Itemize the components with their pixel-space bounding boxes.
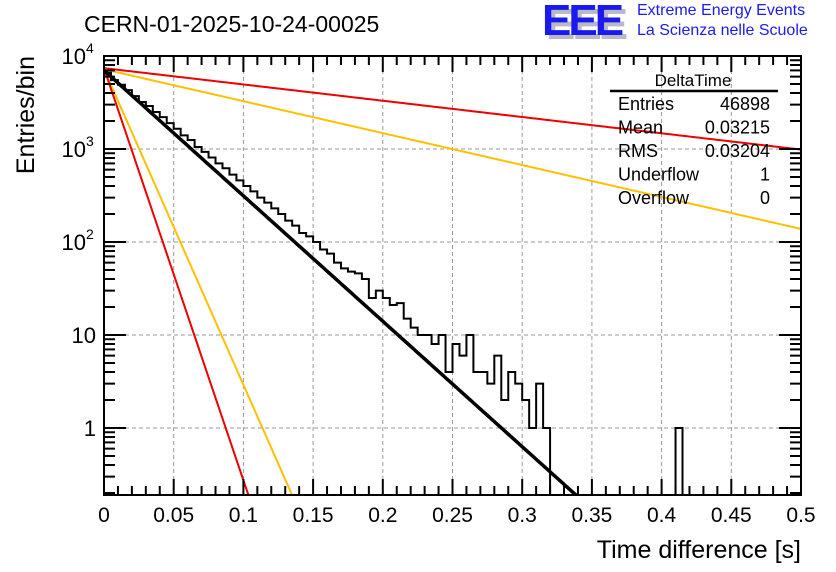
x-tick-label: 0.5 bbox=[786, 504, 815, 527]
series-line-red-slow bbox=[104, 67, 801, 151]
y-tick-label: 10 bbox=[62, 137, 86, 162]
x-tick-labels: 0 0.05 0.1 0.15 0.2 0.25 0.3 0.35 0.4 0.45 0.5 bbox=[98, 504, 815, 527]
series-line-fit bbox=[104, 69, 579, 495]
x-tick-label: 0.3 bbox=[508, 504, 537, 527]
stats-row-label: RMS bbox=[618, 141, 658, 161]
logo-tagline-2: La Scienza nelle Scuole bbox=[637, 22, 808, 39]
stats-row-value: 1 bbox=[760, 165, 770, 185]
stats-box: DeltaTime Entries 46898 Mean 0.03215 RMS 0.03… bbox=[610, 71, 778, 208]
x-tick-label: 0.4 bbox=[647, 504, 677, 527]
grid bbox=[104, 55, 801, 495]
stats-row-label: Overflow bbox=[618, 188, 690, 208]
x-tick-label: 0.45 bbox=[711, 504, 752, 527]
x-tick-label: 0.15 bbox=[293, 504, 334, 527]
stats-row-value: 0.03215 bbox=[705, 118, 770, 138]
stats-row-label: Mean bbox=[618, 118, 663, 138]
stats-row-value: 46898 bbox=[720, 94, 770, 114]
stats-row-label: Underflow bbox=[618, 165, 700, 185]
chart-title: CERN-01-2025-10-24-00025 bbox=[84, 11, 379, 37]
y-tick-label: 10 bbox=[62, 230, 86, 255]
y-axis-label: Entries/bin bbox=[12, 56, 40, 174]
x-tick-label: 0.35 bbox=[571, 504, 612, 527]
eee-logo-letters: EEE bbox=[542, 0, 624, 45]
x-tick-label: 0.05 bbox=[153, 504, 194, 527]
histogram-layer bbox=[104, 69, 684, 495]
series-line-yellow-fast bbox=[104, 68, 294, 495]
histogram-step bbox=[104, 71, 684, 495]
y-tick-label: 10 bbox=[62, 44, 86, 69]
stats-row-value: 0.03204 bbox=[705, 141, 770, 161]
series-layer bbox=[104, 67, 801, 495]
y-tick-label: 1 bbox=[84, 416, 96, 441]
x-tick-label: 0 bbox=[98, 504, 110, 527]
logo-tagline-1: Extreme Energy Events bbox=[637, 2, 806, 19]
x-tick-label: 0.1 bbox=[229, 504, 258, 527]
y-tick-label: 10 bbox=[72, 323, 96, 348]
stats-box-title: DeltaTime bbox=[655, 71, 732, 90]
x-tick-label: 0.2 bbox=[368, 504, 397, 527]
stats-row-label: Entries bbox=[618, 94, 674, 114]
y-tick-label-exponent: 2 bbox=[86, 226, 94, 242]
x-tick-label: 0.25 bbox=[432, 504, 473, 527]
y-tick-label-exponent: 4 bbox=[86, 40, 94, 56]
x-axis-label: Time difference [s] bbox=[597, 536, 801, 564]
series-line-red-fast bbox=[104, 67, 250, 495]
series-line-yellow-slow bbox=[104, 68, 801, 230]
y-tick-label-exponent: 3 bbox=[86, 133, 94, 149]
axes bbox=[103, 55, 802, 496]
stats-row-value: 0 bbox=[760, 188, 770, 208]
eee-logo: EEE bbox=[542, 0, 636, 45]
